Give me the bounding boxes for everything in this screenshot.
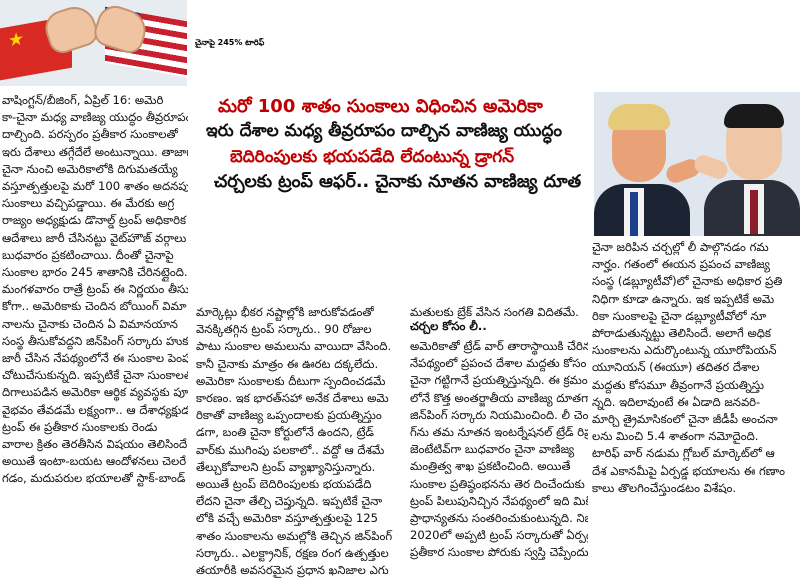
trade-war-fists-illustration: ★ bbox=[0, 0, 187, 86]
right-leader-hand bbox=[691, 152, 731, 182]
leaders-photo bbox=[594, 92, 800, 236]
right-leader-tie bbox=[750, 190, 758, 234]
article-column-4: చైనా జరిపిన చర్చల్లో లీ పాల్గొనడం గమ నార… bbox=[592, 240, 785, 495]
left-leader-tie bbox=[630, 192, 638, 236]
subheadline-1: మరో 100 శాతం సుంకాలు విధించిన అమెరికా bbox=[218, 96, 543, 117]
article-column-1: వాషింగ్టన్/బీజింగ్, ఏప్రిల్ 16: అమెరి కా… bbox=[2, 93, 188, 486]
page-headline: చైనాపై 245% టారిఫ్ bbox=[195, 38, 265, 47]
subheadline-3: బెదిరింపులకు భయపడేది లేదంటున్న డ్రాగన్ bbox=[230, 147, 515, 167]
section-heading: చర్చల కోసం లీ.. bbox=[410, 319, 487, 333]
subheadline-2: ఇరు దేశాల మధ్య తీవ్రరూపం దాల్చిన వాణిజ్య… bbox=[206, 121, 563, 141]
article-column-3: అమెరికాతో ట్రేడ్ వార్ తారాస్థాయికి చేరిన… bbox=[410, 339, 588, 560]
subheadline-4: చర్చలకు ట్రంప్ ఆఫర్.. చైనాకు నూతన వాణిజ్… bbox=[214, 172, 582, 192]
article-column-2: మార్కెట్లు భీకర నష్టాల్లోకి జారుకోవడంతో … bbox=[196, 305, 393, 578]
right-leader-hair bbox=[724, 104, 784, 128]
article-column-3-top: మతులకు బ్రేక్ వేసిన సంగతి విదితమే. bbox=[410, 305, 579, 319]
left-leader-hair bbox=[608, 104, 670, 130]
